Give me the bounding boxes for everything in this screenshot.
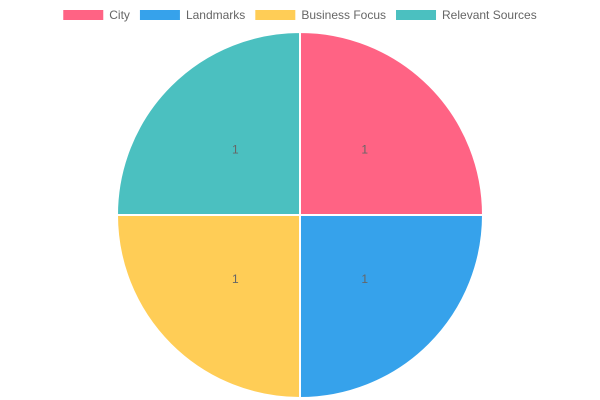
data-label: 1 bbox=[232, 142, 239, 156]
pie-slice bbox=[299, 30, 485, 216]
legend-swatch bbox=[255, 10, 296, 20]
legend: City Landmarks Business Focus Relevant Sour… bbox=[63, 8, 537, 22]
data-label: 1 bbox=[232, 272, 239, 286]
pie-slice bbox=[115, 30, 301, 216]
legend-swatch bbox=[139, 10, 180, 20]
legend-label: Relevant Sources bbox=[442, 8, 537, 22]
legend-label: Landmarks bbox=[186, 8, 245, 22]
legend-swatch bbox=[396, 10, 437, 20]
legend-label: City bbox=[109, 8, 130, 22]
legend-item: Business Focus bbox=[255, 8, 386, 22]
legend-item: Relevant Sources bbox=[396, 8, 537, 22]
legend-item: Landmarks bbox=[139, 8, 245, 22]
legend-label: Business Focus bbox=[301, 8, 386, 22]
pie-slice bbox=[299, 214, 485, 400]
data-label: 1 bbox=[361, 272, 368, 286]
legend-item: City bbox=[63, 8, 130, 22]
pie-slice bbox=[115, 214, 301, 400]
legend-swatch bbox=[63, 10, 104, 20]
data-label: 1 bbox=[361, 142, 368, 156]
